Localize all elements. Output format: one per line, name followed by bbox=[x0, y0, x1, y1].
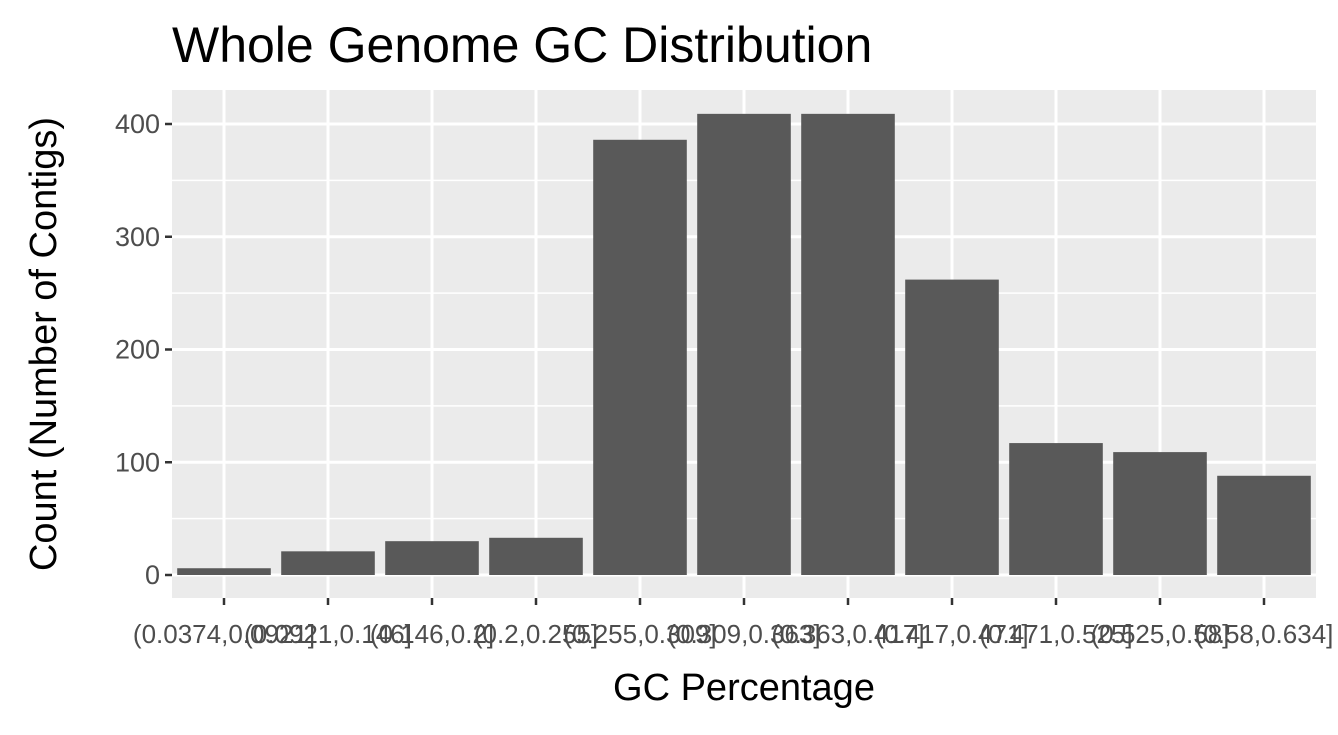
y-tick-label: 300 bbox=[115, 222, 160, 252]
x-axis-title: GC Percentage bbox=[613, 667, 875, 709]
bar-7 bbox=[801, 113, 895, 575]
bar-9 bbox=[1009, 443, 1103, 575]
x-tick-label: (0.58,0.634] bbox=[1195, 619, 1334, 649]
y-tick-label: 400 bbox=[115, 109, 160, 139]
x-tick-label: (0.146,0.2] bbox=[370, 619, 494, 649]
x-tick-label: (0.309,0.363] bbox=[667, 619, 820, 649]
bar-6 bbox=[697, 113, 791, 575]
x-tick-label: (0.255,0.309] bbox=[563, 619, 716, 649]
y-axis: 0 100 200 300 400 bbox=[115, 109, 172, 590]
bar-4 bbox=[489, 537, 583, 575]
bar-11 bbox=[1217, 475, 1311, 575]
bar-3 bbox=[385, 541, 479, 575]
y-tick-label: 200 bbox=[115, 335, 160, 365]
y-tick-label: 100 bbox=[115, 447, 160, 477]
x-tick-label: (0.2,0.255] bbox=[474, 619, 598, 649]
bar-2 bbox=[281, 551, 375, 575]
bar-1 bbox=[177, 568, 271, 575]
x-tick-label: (0.471,0.525] bbox=[979, 619, 1132, 649]
x-tick-label: (0.363,0.417] bbox=[771, 619, 924, 649]
x-axis: (0.0374,0.0921](0.0921,0.146](0.146,0.2]… bbox=[133, 598, 1333, 649]
x-tick-label: (0.417,0.471] bbox=[875, 619, 1028, 649]
bar-10 bbox=[1113, 452, 1207, 575]
y-axis-title: Count (Number of Contigs) bbox=[23, 117, 65, 571]
bars bbox=[177, 113, 1311, 575]
bar-8 bbox=[905, 279, 999, 575]
y-tick-label: 0 bbox=[145, 560, 160, 590]
chart-title: Whole Genome GC Distribution bbox=[172, 17, 872, 73]
x-tick-label: (0.525,0.58] bbox=[1091, 619, 1230, 649]
bar-5 bbox=[593, 139, 687, 575]
x-tick-label: (0.0374,0.0921] bbox=[133, 619, 315, 649]
x-tick-label: (0.0921,0.146] bbox=[244, 619, 412, 649]
